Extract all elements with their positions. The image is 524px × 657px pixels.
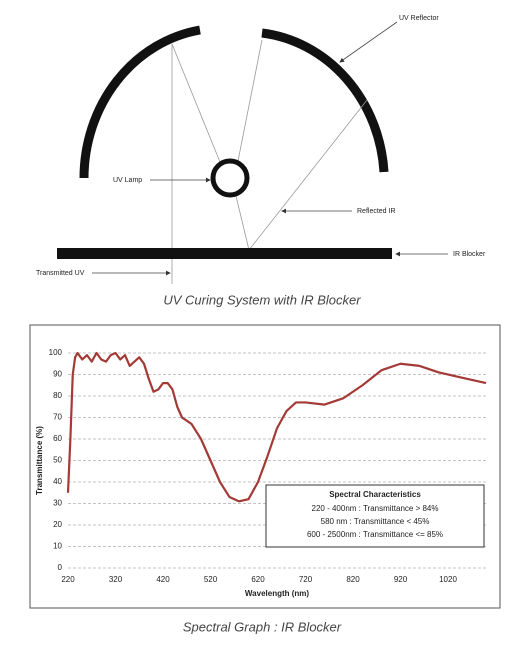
ray — [237, 39, 263, 162]
x-tick-label: 320 — [109, 575, 123, 584]
y-tick-label: 50 — [53, 456, 62, 465]
label: UV Reflector — [399, 15, 439, 22]
data-line — [66, 351, 487, 503]
label: Transmitted UV — [36, 270, 85, 277]
y-tick-label: 90 — [53, 370, 62, 379]
annotation: 600 - 2500nm : Transmittance <= 85% — [307, 530, 443, 539]
ray — [171, 43, 221, 163]
caption: UV Curing System with IR Blocker — [163, 292, 361, 307]
y-axis-label: Transmittance (%) — [35, 426, 44, 495]
diagram: UV Reflector UV Lamp Reflected IR IR Blo… — [36, 15, 486, 308]
reflector-right — [261, 28, 389, 173]
legend-title: Spectral Characteristics — [329, 490, 421, 499]
caption: Spectral Graph : IR Blocker — [183, 619, 342, 634]
annotation: 580 nm : Transmittance < 45% — [321, 517, 430, 526]
x-tick-label: 620 — [251, 575, 265, 584]
label: IR Blocker — [453, 251, 486, 258]
label: Reflected IR — [357, 208, 396, 215]
lamp — [210, 158, 250, 198]
chart-frame — [29, 324, 501, 609]
x-tick-label: 220 — [61, 575, 75, 584]
y-tick-label: 40 — [53, 477, 62, 486]
x-tick-label: 820 — [346, 575, 360, 584]
x-tick-label: 920 — [394, 575, 408, 584]
y-tick-label: 20 — [53, 520, 62, 529]
y-tick-label: 100 — [49, 348, 63, 357]
x-axis-label: Wavelength (nm) — [245, 589, 309, 598]
y-tick-label: 80 — [53, 391, 62, 400]
leader — [339, 21, 398, 63]
ray — [248, 99, 368, 251]
y-tick-label: 60 — [53, 434, 62, 443]
x-tick-label: 520 — [204, 575, 218, 584]
ray — [235, 195, 250, 251]
x-tick-label: 720 — [299, 575, 313, 584]
y-tick-label: 0 — [58, 563, 63, 572]
y-tick-label: 30 — [53, 499, 62, 508]
annotation: 220 - 400nm : Transmittance > 84% — [312, 504, 439, 513]
label: UV Lamp — [113, 177, 142, 184]
ir-blocker — [57, 248, 392, 259]
legend-box — [265, 484, 485, 548]
y-tick-label: 70 — [53, 413, 62, 422]
x-tick-label: 1020 — [439, 575, 457, 584]
reflector-left — [79, 25, 201, 179]
x-tick-label: 420 — [156, 575, 170, 584]
y-tick-label: 10 — [53, 542, 62, 551]
